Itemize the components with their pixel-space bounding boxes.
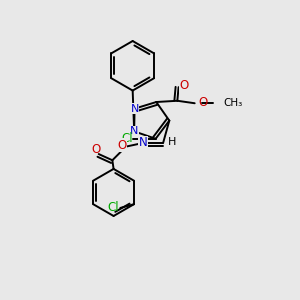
Text: O: O: [91, 143, 101, 156]
Text: N: N: [130, 104, 139, 114]
Text: H: H: [168, 137, 176, 147]
Text: N: N: [130, 126, 138, 136]
Text: CH₃: CH₃: [223, 98, 242, 108]
Text: Cl: Cl: [122, 132, 133, 145]
Text: O: O: [117, 139, 126, 152]
Text: Cl: Cl: [108, 201, 119, 214]
Text: O: O: [179, 80, 189, 92]
Text: N: N: [139, 136, 148, 149]
Text: O: O: [198, 95, 208, 109]
